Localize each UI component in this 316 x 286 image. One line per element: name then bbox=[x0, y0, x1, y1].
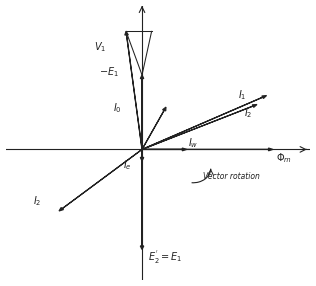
Text: $V_1$: $V_1$ bbox=[94, 40, 106, 54]
Text: $I_2$: $I_2$ bbox=[244, 107, 252, 120]
FancyArrow shape bbox=[140, 149, 144, 161]
FancyArrow shape bbox=[142, 104, 257, 150]
FancyArrow shape bbox=[142, 148, 273, 151]
Text: $E_2^{'} = E_1$: $E_2^{'} = E_1$ bbox=[149, 248, 183, 266]
Text: $\Phi_m$: $\Phi_m$ bbox=[276, 152, 292, 165]
Text: $I_e$: $I_e$ bbox=[123, 158, 131, 172]
Text: $I_1$: $I_1$ bbox=[238, 89, 246, 102]
FancyArrow shape bbox=[142, 96, 267, 150]
Text: $- E_1$: $- E_1$ bbox=[99, 65, 119, 79]
FancyArrow shape bbox=[140, 149, 144, 249]
FancyArrow shape bbox=[125, 31, 142, 149]
Text: $I_2$: $I_2$ bbox=[33, 194, 42, 208]
FancyArrow shape bbox=[142, 148, 187, 151]
FancyArrow shape bbox=[59, 149, 142, 211]
Text: $I_w$: $I_w$ bbox=[188, 136, 199, 150]
Text: $I_0$: $I_0$ bbox=[113, 102, 122, 115]
Text: Vector rotation: Vector rotation bbox=[203, 172, 259, 181]
FancyArrow shape bbox=[140, 75, 144, 149]
FancyArrow shape bbox=[142, 107, 166, 150]
